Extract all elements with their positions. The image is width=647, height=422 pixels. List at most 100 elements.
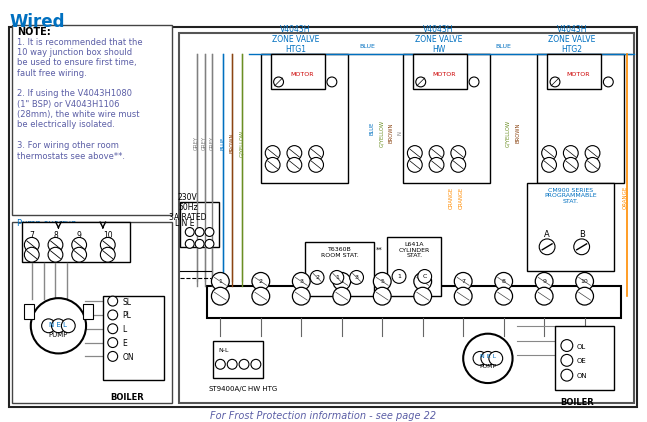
Text: 8: 8 <box>501 279 505 284</box>
Circle shape <box>100 247 115 262</box>
Circle shape <box>72 247 87 262</box>
Bar <box>413 54 467 89</box>
Bar <box>12 24 172 215</box>
Circle shape <box>333 273 351 290</box>
Circle shape <box>309 157 324 172</box>
Bar <box>103 296 164 380</box>
Text: 5: 5 <box>380 279 384 284</box>
Circle shape <box>561 340 573 352</box>
Text: GREY: GREY <box>202 136 207 150</box>
Bar <box>214 341 263 378</box>
Text: 3: 3 <box>355 275 358 280</box>
Circle shape <box>212 287 229 305</box>
Text: CM900 SERIES
PROGRAMMABLE
STAT.: CM900 SERIES PROGRAMMABLE STAT. <box>545 187 597 204</box>
Circle shape <box>252 287 270 305</box>
Bar <box>24 304 34 319</box>
Text: G/YELLOW: G/YELLOW <box>378 120 384 147</box>
Circle shape <box>205 239 214 248</box>
Text: HW HTG: HW HTG <box>248 386 278 392</box>
Text: 6: 6 <box>421 279 424 284</box>
Text: 2: 2 <box>259 279 263 284</box>
Text: PUMP: PUMP <box>479 364 496 369</box>
Bar <box>387 237 441 296</box>
Circle shape <box>585 146 600 160</box>
Text: 3: 3 <box>300 279 303 284</box>
Circle shape <box>535 273 553 290</box>
Bar <box>83 304 93 319</box>
Text: Wired: Wired <box>9 13 65 31</box>
Circle shape <box>310 271 324 284</box>
Bar <box>403 54 490 183</box>
Circle shape <box>451 157 466 172</box>
Circle shape <box>227 360 237 369</box>
Circle shape <box>251 360 261 369</box>
Circle shape <box>287 146 302 160</box>
Text: 7: 7 <box>29 231 34 240</box>
Text: C: C <box>422 274 427 279</box>
Circle shape <box>489 352 503 365</box>
Circle shape <box>408 157 422 172</box>
Text: be used to ensure first time,: be used to ensure first time, <box>17 58 137 67</box>
Circle shape <box>373 273 391 290</box>
Circle shape <box>215 360 225 369</box>
Circle shape <box>473 352 487 365</box>
Text: BLUE: BLUE <box>370 122 375 135</box>
Text: 1: 1 <box>397 274 401 279</box>
Circle shape <box>561 369 573 381</box>
Text: OL: OL <box>576 344 586 349</box>
Circle shape <box>309 146 324 160</box>
Circle shape <box>481 352 495 365</box>
Text: NOTE:: NOTE: <box>17 27 50 37</box>
Circle shape <box>564 146 578 160</box>
Circle shape <box>574 239 589 255</box>
Bar <box>305 242 375 296</box>
Text: PL: PL <box>122 311 131 320</box>
Text: BLUE: BLUE <box>360 44 375 49</box>
Text: be electrically isolated.: be electrically isolated. <box>17 120 115 130</box>
Circle shape <box>195 227 204 236</box>
Text: 230V
50Hz
3A RATED: 230V 50Hz 3A RATED <box>169 192 206 222</box>
Circle shape <box>539 239 555 255</box>
Circle shape <box>550 77 560 87</box>
Text: V4043H
ZONE VALVE
HTG2: V4043H ZONE VALVE HTG2 <box>548 24 595 54</box>
Text: A: A <box>544 230 550 239</box>
Circle shape <box>418 270 432 283</box>
Text: 4: 4 <box>340 279 344 284</box>
Text: BROWN: BROWN <box>516 123 521 143</box>
Text: fault free wiring.: fault free wiring. <box>17 69 87 78</box>
Circle shape <box>61 319 75 333</box>
Text: 7: 7 <box>461 279 465 284</box>
Text: ON: ON <box>122 353 134 362</box>
Text: V4043H
ZONE VALVE
HW: V4043H ZONE VALVE HW <box>415 24 462 54</box>
Circle shape <box>414 273 432 290</box>
Text: Pump overrun: Pump overrun <box>17 219 76 228</box>
Circle shape <box>108 324 118 334</box>
Circle shape <box>414 287 432 305</box>
Text: N: N <box>397 131 402 135</box>
Circle shape <box>330 271 344 284</box>
Circle shape <box>576 287 593 305</box>
Text: 1: 1 <box>335 275 339 280</box>
Circle shape <box>252 273 270 290</box>
Text: 3. For wiring other room: 3. For wiring other room <box>17 141 119 150</box>
Bar <box>555 326 614 390</box>
Bar <box>537 54 624 183</box>
Circle shape <box>604 77 613 87</box>
Circle shape <box>108 338 118 347</box>
Text: BLUE: BLUE <box>221 136 226 150</box>
Text: N E L: N E L <box>480 354 496 360</box>
Text: V4043H
ZONE VALVE
HTG1: V4043H ZONE VALVE HTG1 <box>272 24 319 54</box>
Circle shape <box>454 287 472 305</box>
Bar <box>547 54 602 89</box>
Circle shape <box>41 319 56 333</box>
Circle shape <box>25 247 39 262</box>
Circle shape <box>292 287 310 305</box>
Bar <box>179 32 634 403</box>
Text: GREY: GREY <box>210 136 215 150</box>
Text: MOTOR: MOTOR <box>291 72 314 77</box>
Circle shape <box>333 287 351 305</box>
Text: 10: 10 <box>581 279 589 284</box>
Text: 2: 2 <box>315 275 319 280</box>
Circle shape <box>392 270 406 283</box>
Text: 10: 10 <box>103 231 113 240</box>
